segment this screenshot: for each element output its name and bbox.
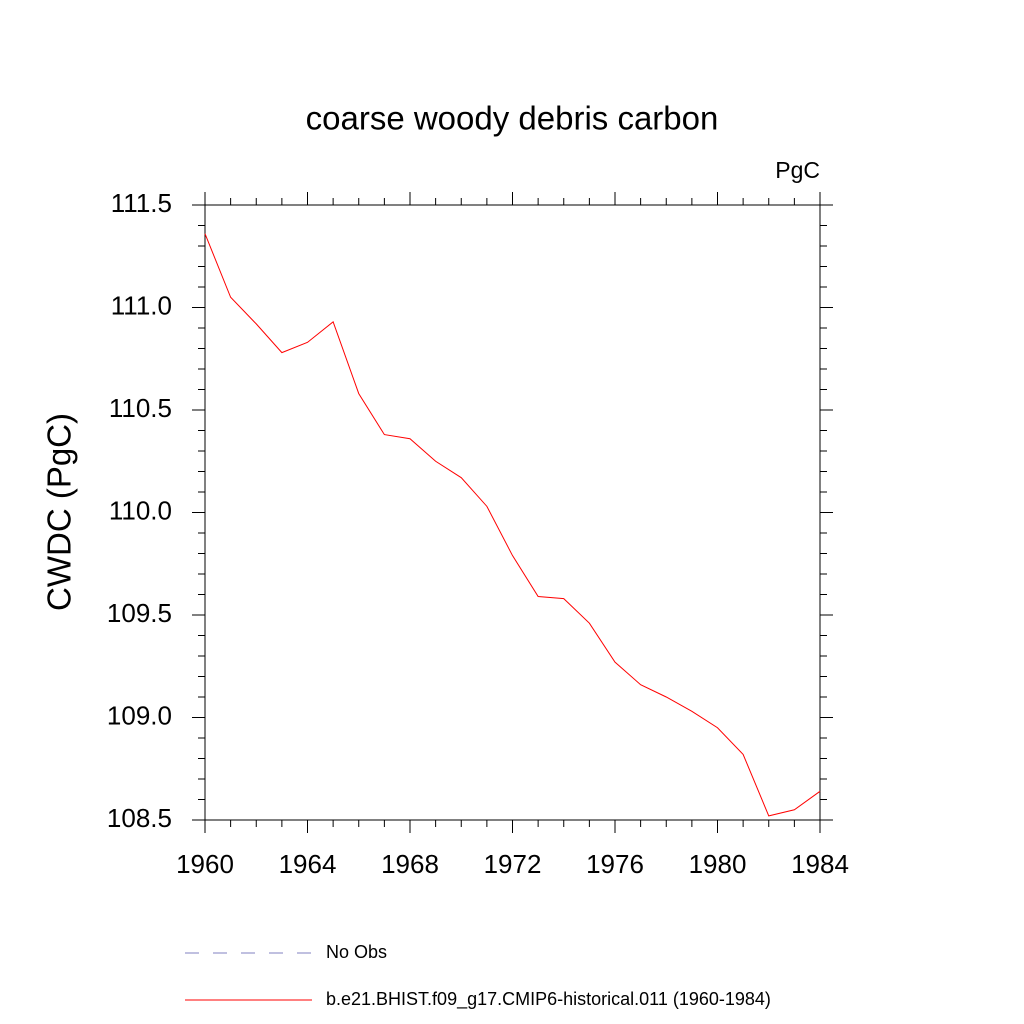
y-tick-label: 109.5 <box>107 598 172 628</box>
y-tick-label: 111.5 <box>111 188 172 218</box>
x-tick-label: 1984 <box>791 849 849 879</box>
series-line <box>204 233 821 817</box>
x-tick-label: 1972 <box>484 849 542 879</box>
y-tick-label: 110.0 <box>109 495 172 525</box>
chart-title: coarse woody debris carbon <box>306 100 719 137</box>
legend-label: b.e21.BHIST.f09_g17.CMIP6-historical.011… <box>326 989 771 1010</box>
x-tick-label: 1960 <box>176 849 234 879</box>
x-tick-label: 1964 <box>279 849 337 879</box>
legend-label: No Obs <box>326 942 387 962</box>
y-tick-label: 110.5 <box>109 393 172 423</box>
x-tick-label: 1968 <box>381 849 439 879</box>
units-label: PgC <box>775 157 820 183</box>
x-tick-label: 1976 <box>586 849 644 879</box>
y-tick-label: 111.0 <box>111 290 172 320</box>
x-tick-label: 1980 <box>689 849 747 879</box>
y-tick-label: 109.0 <box>107 700 172 730</box>
y-axis-label: CWDC (PgC) <box>41 413 78 611</box>
y-tick-label: 108.5 <box>107 803 172 833</box>
